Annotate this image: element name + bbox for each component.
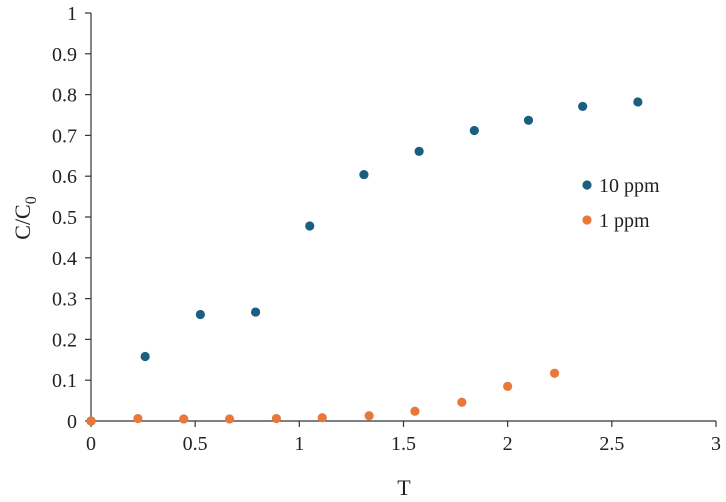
y-tick-label: 0.2 xyxy=(52,329,77,351)
y-tick-label: 0.7 xyxy=(52,125,77,147)
x-tick-label: 2 xyxy=(503,433,513,455)
data-point-series-1 xyxy=(469,125,479,136)
y-tick-label: 0.3 xyxy=(52,289,77,311)
data-point-series-1 xyxy=(140,351,150,362)
x-axis-title: T xyxy=(397,475,411,500)
legend-label: 10 ppm xyxy=(599,175,660,197)
data-point-series-2 xyxy=(503,381,513,391)
y-axis-title: C/C0 xyxy=(10,196,40,239)
data-point-series-1 xyxy=(305,221,315,231)
legend-marker xyxy=(582,215,592,225)
data-point-series-1 xyxy=(250,307,261,317)
data-point-series-2 xyxy=(133,413,143,424)
data-point-series-2 xyxy=(549,368,560,378)
y-tick-label: 0.1 xyxy=(52,370,77,392)
y-tick-label: 1 xyxy=(67,3,77,25)
data-point-series-2 xyxy=(224,414,235,424)
data-point-series-1 xyxy=(523,115,534,125)
data-point-series-2 xyxy=(457,397,467,407)
data-point-series-2 xyxy=(317,413,327,423)
data-point-series-1 xyxy=(633,97,643,107)
y-tick-label: 0.9 xyxy=(52,44,77,66)
data-point-series-1 xyxy=(359,169,369,180)
data-point-series-1 xyxy=(195,309,205,320)
data-point-series-2 xyxy=(364,411,374,421)
data-point-series-2 xyxy=(410,406,420,416)
y-tick-label: 0 xyxy=(67,411,77,433)
data-point-series-2 xyxy=(271,413,282,424)
y-tick-label: 0.4 xyxy=(52,248,77,270)
data-point-series-1 xyxy=(414,146,424,156)
x-tick-label: 3 xyxy=(711,433,721,455)
data-point-series-1 xyxy=(578,101,588,112)
x-tick-label: 1.5 xyxy=(391,433,416,455)
y-tick-label: 0.6 xyxy=(52,166,77,188)
legend-marker xyxy=(582,180,592,190)
x-tick-label: 0 xyxy=(86,433,96,455)
data-point-series-2 xyxy=(179,414,189,424)
y-tick-label: 0.8 xyxy=(52,85,77,107)
legend: 10 ppm 1 ppm xyxy=(582,175,660,232)
x-ticks: 0 0.5 1 1.5 2 2.5 3 xyxy=(86,421,721,455)
y-axis-title-main: C/C xyxy=(10,204,35,239)
y-axis-title-subscript: 0 xyxy=(23,196,40,204)
x-tick-label: 1 xyxy=(294,433,304,455)
data-points xyxy=(86,97,643,426)
data-point-series-2 xyxy=(86,416,96,426)
legend-label: 1 ppm xyxy=(599,210,650,232)
y-tick-label: 0.5 xyxy=(52,207,77,229)
y-ticks: 0 0.1 0.2 0.3 0.4 0.5 0.6 0.7 0.8 0.9 1 xyxy=(52,3,91,433)
x-tick-label: 0.5 xyxy=(183,433,208,455)
x-tick-label: 2.5 xyxy=(599,433,624,455)
